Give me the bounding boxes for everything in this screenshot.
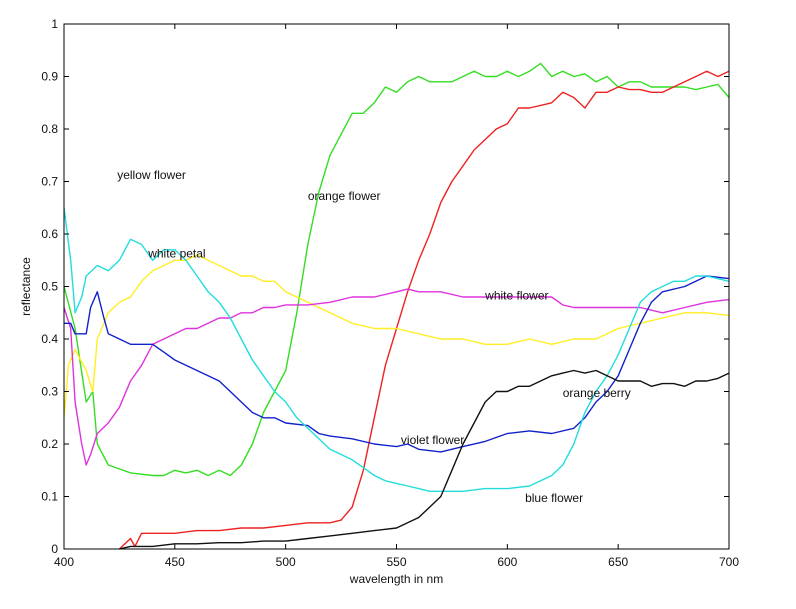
y-tick-label: 0.9 <box>41 70 58 84</box>
annotation-layer: yellow flower orange flower white petal whi… <box>117 168 631 505</box>
annotation-blue-flower: blue flower <box>525 491 583 505</box>
series-line-white-petal <box>63 254 730 418</box>
annotation-white-petal: white petal <box>147 247 205 261</box>
y-tick-label: 0.5 <box>41 280 58 294</box>
annotation-white-flower: white flower <box>484 289 548 303</box>
x-tick-label: 650 <box>608 555 628 569</box>
x-axis: 400 450 500 550 600 650 700 <box>54 24 739 569</box>
x-tick-label: 550 <box>386 555 406 569</box>
series-line-yellow-flower <box>63 62 730 477</box>
series-layer <box>63 62 730 550</box>
annotation-orange-berry: orange berry <box>563 386 631 400</box>
y-tick-label: 0.7 <box>41 175 58 189</box>
annotation-violet-flower: violet flower <box>401 433 464 447</box>
y-tick-label: 1 <box>51 17 58 31</box>
x-tick-label: 400 <box>54 555 74 569</box>
series-line-white-flower <box>63 288 730 466</box>
x-tick-label: 450 <box>165 555 185 569</box>
y-tick-label: 0.1 <box>41 490 58 504</box>
x-tick-label: 500 <box>276 555 296 569</box>
series-line-blue-flower <box>63 207 730 492</box>
series-line-orange-berry <box>119 369 730 550</box>
y-axis-title: reflectance <box>19 257 33 316</box>
y-tick-label: 0.2 <box>41 437 58 451</box>
y-tick-label: 0.3 <box>41 385 58 399</box>
y-tick-label: 0.8 <box>41 122 58 136</box>
x-axis-title: wavelength in nm <box>349 572 443 586</box>
x-tick-label: 700 <box>719 555 739 569</box>
y-tick-label: 0.6 <box>41 227 58 241</box>
y-tick-label: 0 <box>51 542 58 556</box>
series-line-orange-flower <box>118 70 730 550</box>
annotation-orange-flower: orange flower <box>308 189 381 203</box>
series-line-violet-flower <box>64 275 730 453</box>
y-tick-label: 0.4 <box>41 332 58 346</box>
y-axis: 0 0.1 0.2 0.3 0.4 0.5 0.6 0.7 0.8 0.9 1 <box>41 17 729 556</box>
annotation-yellow-flower: yellow flower <box>117 168 186 182</box>
x-tick-label: 600 <box>497 555 517 569</box>
